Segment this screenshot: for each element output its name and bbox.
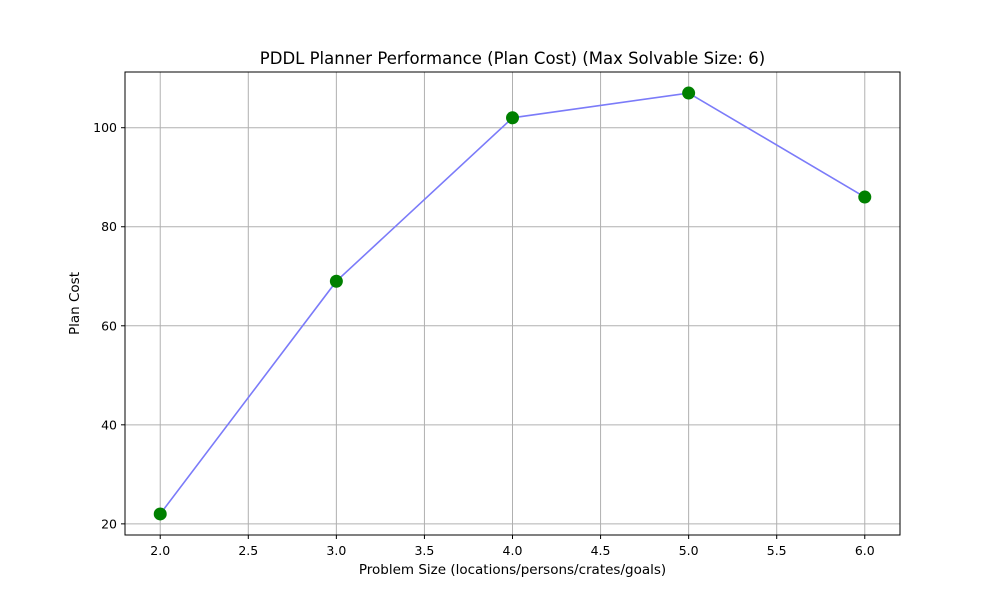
- data-point: [329, 274, 343, 288]
- y-tick-label: 60: [101, 318, 117, 333]
- x-axis-label: Problem Size (locations/persons/crates/g…: [359, 562, 666, 578]
- data-point: [682, 86, 696, 100]
- data-point: [858, 190, 872, 204]
- x-tick-label: 3.5: [414, 543, 434, 558]
- y-tick-label: 40: [101, 417, 117, 432]
- x-tick-label: 2.0: [150, 543, 170, 558]
- x-tick-label: 4.0: [503, 543, 523, 558]
- x-tick-label: 4.5: [591, 543, 611, 558]
- x-tick-label: 3.0: [326, 543, 346, 558]
- y-tick-label: 80: [101, 219, 117, 234]
- chart-title: PDDL Planner Performance (Plan Cost) (Ma…: [260, 49, 765, 68]
- x-tick-label: 6.0: [855, 543, 875, 558]
- y-axis-label: Plan Cost: [67, 272, 83, 335]
- grid: [125, 72, 900, 535]
- x-tick-label: 5.0: [679, 543, 699, 558]
- series: [153, 86, 872, 521]
- x-tick-label: 2.5: [238, 543, 258, 558]
- y-tick-label: 100: [93, 120, 117, 135]
- y-tick-label: 20: [101, 516, 117, 531]
- axis-ticks: 2.0 2.5 3.0 3.5 4.0 4.5 5.0 5.5 6.0 20 40 60 80 100: [93, 120, 875, 558]
- data-point: [153, 507, 167, 521]
- x-tick-label: 5.5: [767, 543, 787, 558]
- data-point: [506, 111, 519, 125]
